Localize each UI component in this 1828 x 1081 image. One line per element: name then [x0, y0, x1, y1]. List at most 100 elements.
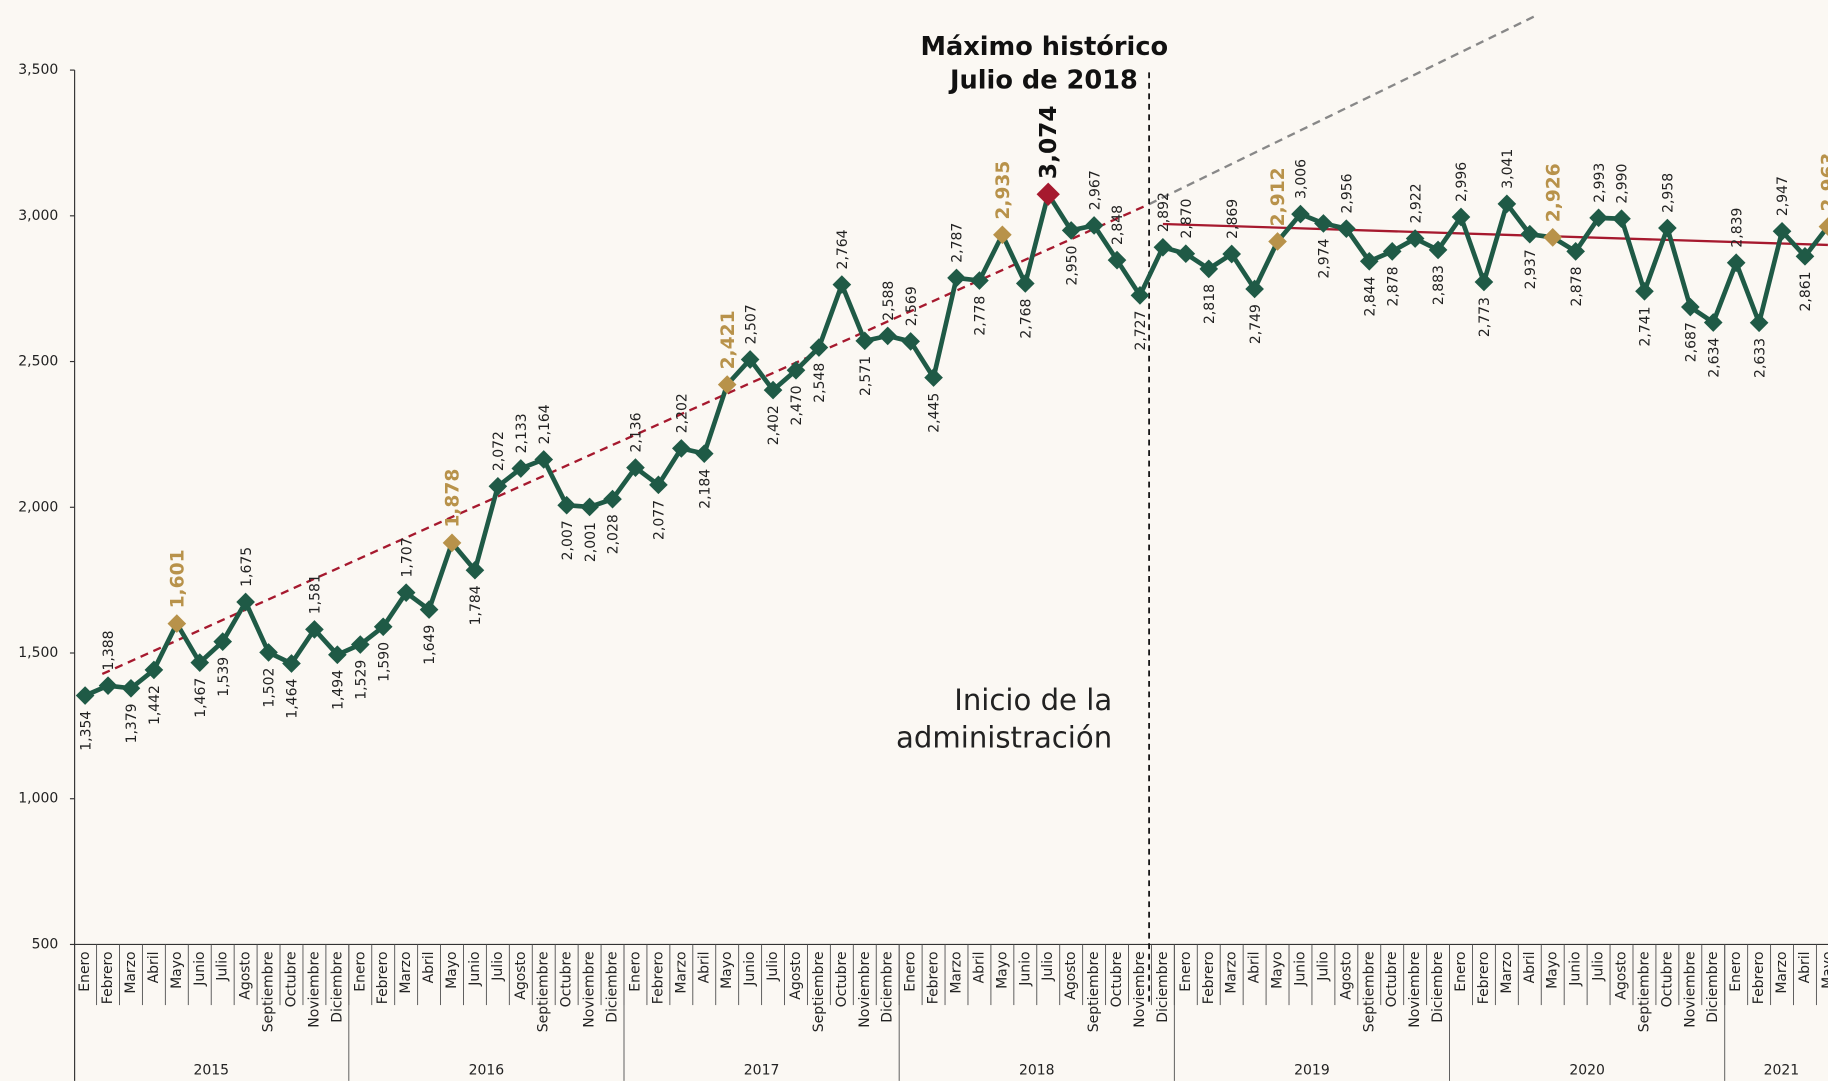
data-label: 2,687 — [1683, 322, 1699, 362]
event-label: Inicio de la — [954, 683, 1112, 717]
data-label: 2,133 — [514, 413, 530, 453]
data-label: 2,633 — [1752, 338, 1768, 378]
data-label: 2,878 — [1385, 267, 1401, 307]
x-tick-label: Octubre — [1109, 951, 1125, 1007]
x-tick-label: Julio — [215, 951, 231, 981]
data-point — [1543, 228, 1563, 247]
x-tick-label: Abril — [971, 951, 987, 983]
data-label: 1,707 — [399, 538, 415, 578]
x-tick-label: Abril — [421, 951, 437, 983]
y-tick-label: 3,000 — [18, 208, 58, 224]
x-tick-label: Julio — [1591, 951, 1607, 981]
data-point — [1749, 313, 1769, 333]
data-label: 1,784 — [468, 585, 484, 625]
x-tick-label: Enero — [352, 951, 368, 991]
y-tick-label: 2,000 — [18, 499, 58, 515]
x-tick-label: Abril — [146, 951, 162, 983]
x-tick-label: Agosto — [1614, 951, 1630, 999]
data-label: 2,869 — [1225, 199, 1241, 239]
data-label: 2,202 — [674, 393, 690, 433]
x-tick-label: Enero — [77, 951, 93, 991]
x-tick-label: Diciembre — [329, 951, 345, 1022]
data-label: 2,844 — [1362, 276, 1378, 316]
data-label: 2,974 — [1317, 238, 1333, 278]
data-point — [832, 275, 852, 294]
x-tick-label: Enero — [903, 951, 919, 991]
data-label: 2,402 — [766, 405, 782, 445]
data-label: 2,993 — [1592, 163, 1608, 203]
data-label: 2,878 — [1569, 267, 1585, 307]
data-label: 1,601 — [167, 549, 188, 608]
x-tick-label: Marzo — [398, 951, 414, 993]
x-tick-label: Julio — [490, 951, 506, 981]
y-tick-label: 500 — [32, 936, 59, 952]
data-label: 1,354 — [78, 711, 94, 751]
data-point — [649, 475, 668, 495]
data-point — [1337, 219, 1356, 238]
year-label: 2021 — [1764, 1062, 1800, 1078]
x-tick-label: Septiembre — [1361, 951, 1377, 1032]
data-label: 2,588 — [881, 281, 897, 321]
data-point — [1818, 217, 1828, 236]
x-tick-label: Abril — [1247, 951, 1263, 983]
x-tick-label: Junio — [192, 951, 208, 986]
x-tick-label: Mayo — [1820, 951, 1828, 988]
data-point — [167, 614, 187, 633]
data-label: 2,028 — [606, 514, 622, 554]
data-point — [282, 654, 301, 673]
x-tick-label: Marzo — [1224, 951, 1240, 993]
x-tick-label: Noviembre — [306, 951, 322, 1027]
year-label: 2016 — [469, 1062, 505, 1078]
data-label: 1,529 — [353, 660, 369, 700]
data-point — [1382, 242, 1402, 261]
data-point — [580, 497, 599, 517]
x-tick-label: Marzo — [1774, 951, 1790, 993]
x-tick-label: Marzo — [673, 951, 689, 993]
data-point — [1107, 250, 1127, 270]
x-tick-label: Febrero — [926, 951, 942, 1004]
max-label: Máximo histórico — [920, 32, 1168, 62]
year-label: 2015 — [193, 1062, 229, 1078]
x-tick-label: Diciembre — [1430, 951, 1446, 1022]
data-label: 2,870 — [1179, 199, 1195, 239]
x-tick-label: Febrero — [650, 951, 666, 1004]
x-tick-label: Octubre — [834, 951, 850, 1007]
data-point — [1061, 221, 1081, 240]
data-point — [557, 495, 576, 515]
data-label: 2,947 — [1775, 176, 1791, 216]
data-label: 2,958 — [1661, 173, 1677, 213]
data-point — [1130, 286, 1150, 305]
data-point — [1222, 244, 1242, 264]
x-tick-label: Noviembre — [1407, 951, 1423, 1027]
x-tick-label: Noviembre — [1682, 951, 1698, 1027]
data-point — [534, 450, 554, 469]
data-point — [924, 368, 943, 387]
x-tick-label: Marzo — [1499, 951, 1515, 993]
year-label: 2020 — [1569, 1062, 1605, 1078]
x-tick-label: Agosto — [788, 951, 804, 999]
data-label: 2,839 — [1729, 208, 1745, 248]
data-label: 2,883 — [1431, 265, 1447, 305]
data-label: 2,077 — [652, 500, 668, 540]
x-tick-label: Octubre — [283, 951, 299, 1007]
x-tick-label: Mayo — [994, 951, 1010, 988]
x-tick-label: Julio — [1040, 951, 1056, 981]
trend-line — [101, 203, 1150, 676]
x-tick-label: Marzo — [949, 951, 965, 993]
data-label: 1,649 — [422, 625, 438, 665]
data-label: 1,590 — [376, 642, 392, 682]
x-tick-label: Septiembre — [1086, 951, 1102, 1032]
x-tick-label: Octubre — [559, 951, 575, 1007]
x-tick-label: Mayo — [719, 951, 735, 988]
data-label: 2,634 — [1706, 338, 1722, 378]
x-tick-label: Junio — [1568, 951, 1584, 986]
data-point — [350, 635, 370, 654]
data-point — [236, 592, 255, 612]
data-point — [1015, 274, 1035, 293]
data-label: 2,950 — [1064, 246, 1080, 286]
x-tick-label: Septiembre — [1636, 951, 1652, 1032]
data-point — [878, 326, 898, 346]
data-point — [1314, 214, 1333, 233]
data-label: 2,470 — [789, 385, 805, 425]
year-label: 2017 — [744, 1062, 780, 1078]
